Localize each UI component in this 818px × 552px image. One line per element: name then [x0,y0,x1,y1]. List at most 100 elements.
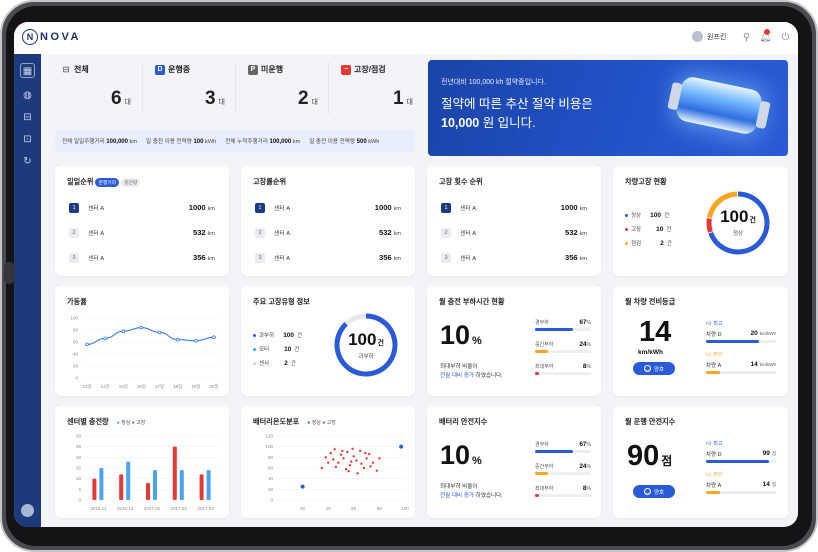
bar-normal [179,470,184,500]
load-bar-peak: 최대부하 8% [535,485,591,497]
rank-value: 532 [564,228,578,237]
vehicle-icon[interactable]: ⊟ [23,112,32,123]
legend-fault: 고장 10 건 [625,225,671,233]
battery-image [674,74,764,137]
drive-safety-card: 월 운행 안전지수 90 점 ◡ 양호 👍︎ 최고 차량 D 99 점 👎︎ 주의 차량 A 14… [613,406,788,518]
x-tick-label: 18일 [173,383,182,389]
legend-fault: 고장 [136,420,146,426]
tab-charge[interactable]: 충전량 [121,177,141,187]
stat-value: 3 [204,88,216,109]
progress-fill [535,472,549,475]
scatter-point-fault [333,448,336,451]
bar-fault [92,478,97,500]
y-tick-label: 15 [76,466,82,471]
bell-icon[interactable]: 🔔︎ [759,32,772,43]
card-title: 월 차량 전비등급 [625,297,676,306]
inbox-icon[interactable]: ⊡ [23,134,32,145]
logo[interactable]: N NOVA [22,29,81,45]
stat-unit: 대 [218,99,225,106]
profile-icon[interactable] [21,504,34,517]
user-menu[interactable]: 원프킨 [692,31,726,42]
legend-normal: 정상 [121,420,131,426]
grade-button[interactable]: ◡ 양호 [633,362,675,375]
list-item: 2 센터 A 532 km [441,226,587,239]
rank-unit: km [579,206,587,212]
vehicle-fault-card: 차량고장 현황 정상 100 건 고장 10 건 점검 2 건 100건 정상 [613,166,788,276]
donut-total: 100건 [348,330,384,349]
donut-slice [707,191,738,219]
dashboard-icon[interactable]: ▦ [20,63,35,78]
scatter-point-fault [378,457,381,460]
x-tick-label: 2017.02 [171,506,188,511]
stat-label: 미운행 [261,65,284,74]
x-tick-label: 60 [351,506,357,511]
battery-temp-card: 배터리온도분포 ● 정상 ● 고장 120 100 80 60 40 20 0 20 40 60 8… [241,406,415,518]
rank-name: 센터 A [274,231,291,237]
card-title: 배터리 안전지수 [439,417,488,426]
rank-number: 1 [69,202,79,213]
legend-dot [625,241,628,245]
notification-badge [764,29,770,35]
refresh-icon[interactable]: ↻ [23,156,32,167]
tab-distance[interactable]: 운행거리 [95,177,120,187]
x-tick-label: 19일 [191,383,200,389]
scatter-point-normal [300,484,305,489]
divider [235,62,236,114]
fault-type-donut-chart [334,313,398,377]
pin-icon[interactable]: ⚲ [742,32,751,43]
avatar [692,31,703,42]
stat-label: 고장/점검 [354,65,386,74]
summary-item: 일 충전 이용 전력량 500 kWh [309,139,380,145]
load-bar-light: 경부하 67% [535,441,591,453]
scatter-point-fault [375,469,379,472]
sidebar: ▦ ◍ ⊟ ⊡ ↻ [14,54,41,527]
summary-item: 일 충전 이용 전력량 100 kWh [146,139,217,145]
rank-number: 2 [69,227,79,238]
stat-label: 전체 [74,65,89,74]
thumb-down-icon: 👎︎ [706,471,712,478]
rank-value: 1000 [188,203,206,212]
rank-unit: km [579,231,587,237]
y-tick-label: 100 [265,444,273,449]
bar-normal [99,468,104,500]
list-item: 3 센터 A 356 km [255,251,401,264]
rank-name: 센터 A [460,231,477,237]
legend-check: 점검 2 건 [625,239,672,247]
legend-fault: 고장 [326,420,336,426]
power-icon[interactable]: ⏻ [781,32,790,43]
d-icon: D [155,64,165,75]
rank-unit: km [579,256,587,262]
scatter-point-fault [334,465,338,469]
fault-rate-rank-card: 고장률순위 1 센터 A 1000 km 2 센터 A 532 km 3 센터 A 356 km [241,166,415,276]
divider [328,62,329,114]
globe-icon[interactable]: ◍ [23,90,32,101]
y-tick-label: 0 [78,498,81,503]
scatter-point-fault [365,457,368,460]
card-title: 주요 고장유형 정보 [253,297,310,306]
rank-name: 센터 A [88,206,105,212]
rank-unit: km [393,206,401,212]
y-tick-label: 100 [70,316,78,321]
scatter-point-fault [359,449,362,453]
y-tick-label: 20 [76,455,82,460]
grade-button[interactable]: ◡ 양호 [633,485,675,498]
legend-dot [625,213,628,217]
y-tick-label: 20 [73,364,79,369]
data-point [121,329,126,333]
data-point [139,325,144,330]
rank-value: 1000 [560,203,578,212]
load-bar-mid: 중간부하 24% [535,341,591,353]
bar-normal [206,470,211,500]
rank-value: 356 [564,253,578,262]
rank-unit: km [207,206,215,212]
center-charge-card: 센터별 충전량 ● 정상 ● 고장 30 25 20 15 10 5 0 2016.11 201… [55,406,229,518]
y-tick-label: 30 [76,434,82,439]
legend-dot [625,227,628,231]
legend-dot [253,347,256,351]
stat-unit: 대 [406,99,413,106]
rank-number: 2 [441,227,451,238]
y-tick-label: 5 [78,487,81,492]
y-tick-label: 120 [265,434,273,439]
scatter-point-fault [350,460,353,463]
